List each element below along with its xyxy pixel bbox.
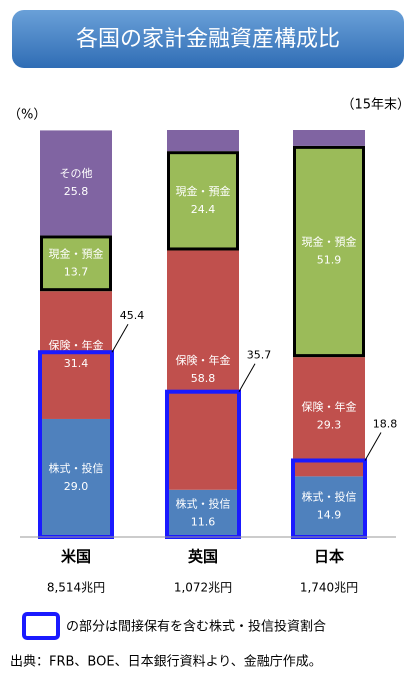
- annotation-line: [111, 323, 129, 353]
- y-axis-label: （%）: [8, 108, 46, 123]
- legend-text: の部分は間接保有を含む株式・投信投資割合: [66, 619, 326, 635]
- bar-segment: [40, 418, 112, 537]
- segment-value: 25.8: [64, 185, 89, 198]
- source: 出典：FRB、BOE、日本銀行資料より、金融庁作成。: [10, 654, 322, 670]
- bar-segment: [167, 489, 239, 537]
- indirect-label: 35.7: [247, 349, 272, 362]
- segment-name: 現金・預金: [49, 246, 104, 260]
- x-tick-label: 米国: [61, 548, 91, 566]
- segment-value: 31.4: [64, 357, 89, 370]
- segment-name: その他: [60, 167, 93, 180]
- segment-value: 58.8: [191, 372, 216, 385]
- subtitle: （15年末）: [341, 98, 410, 113]
- segment-value: 24.4: [191, 203, 216, 216]
- bar-segment: [40, 130, 112, 236]
- segment-name: 保険・年金: [176, 353, 231, 367]
- segment-value: 29.0: [64, 480, 89, 493]
- bar-segment: [40, 235, 112, 292]
- x-tick-label: 英国: [188, 548, 218, 566]
- bar-segment: [167, 250, 239, 490]
- bar-segment: [167, 130, 239, 152]
- segment-name: 株式・投信: [49, 461, 104, 475]
- segment-name: 現金・預金: [176, 184, 231, 198]
- total-label: 1,740兆円: [300, 581, 358, 595]
- x-tick-label: 日本: [314, 548, 344, 566]
- segment-outline: [293, 145, 365, 358]
- chart-title: 各国の家計金融資産構成比: [76, 27, 340, 52]
- segment-name: 保険・年金: [49, 338, 104, 352]
- segment-value: 51.9: [317, 253, 342, 266]
- segment-value: 11.6: [191, 515, 216, 528]
- bar-segment: [40, 291, 112, 419]
- segment-value: 14.9: [317, 509, 342, 522]
- segment-name: 株式・投信: [176, 496, 231, 510]
- segment-value: 29.3: [317, 419, 342, 432]
- bar-segment: [293, 130, 365, 146]
- annotation-line: [238, 363, 256, 392]
- total-label: 8,514兆円: [47, 581, 105, 595]
- total-label: 1,072兆円: [174, 581, 232, 595]
- bar-segment: [293, 357, 365, 477]
- bar-segment: [293, 145, 365, 358]
- bar-segment: [167, 151, 239, 251]
- legend-swatch: [22, 612, 60, 640]
- annotation-line: [364, 432, 382, 461]
- indirect-label: 18.8: [373, 417, 398, 430]
- segment-name: 株式・投信: [302, 490, 357, 504]
- segment-name: 現金・預金: [302, 234, 357, 248]
- indirect-label: 45.4: [120, 309, 145, 322]
- segment-value: 13.7: [64, 265, 89, 278]
- bar-segment: [293, 476, 365, 537]
- segment-name: 保険・年金: [302, 400, 357, 414]
- segment-outline: [40, 235, 112, 292]
- title-banner: [12, 10, 404, 68]
- segment-outline: [167, 151, 239, 251]
